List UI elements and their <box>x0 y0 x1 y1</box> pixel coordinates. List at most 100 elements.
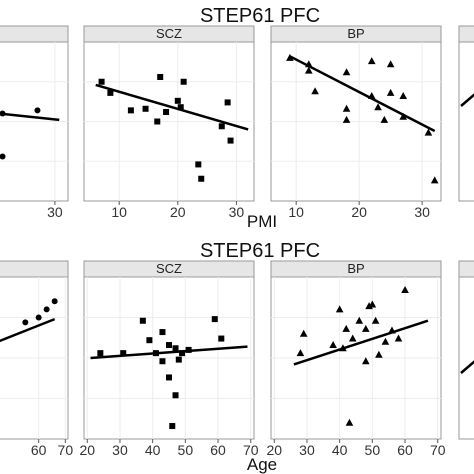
regression-line <box>0 317 56 343</box>
x-tick-label: 30 <box>112 442 128 458</box>
data-point-square <box>159 358 166 365</box>
x-tick-label: 70 <box>243 442 259 458</box>
panel-bp: BP 10 20 30 <box>270 25 442 220</box>
data-point-square <box>159 329 166 336</box>
x-tick-label: 10 <box>288 204 304 220</box>
data-point-square <box>172 345 179 352</box>
regression-line <box>460 360 474 374</box>
data-point-square <box>227 137 234 144</box>
x-tick-label: 30 <box>414 204 430 220</box>
data-point-square <box>98 78 105 85</box>
data-point-square <box>177 104 184 111</box>
data-point-triangle <box>362 324 370 332</box>
data-point-square <box>166 342 172 349</box>
data-point-triangle <box>335 305 344 313</box>
regression-line <box>293 319 429 366</box>
x-tick-label: 70 <box>430 442 446 458</box>
panel-scz: SCZ 20 30 40 50 60 70 <box>79 260 259 458</box>
panel-left: 30 <box>0 25 69 220</box>
data-point-triangle <box>399 92 408 100</box>
panel-strip <box>458 25 474 43</box>
x-tick-label: 30 <box>299 442 315 458</box>
data-point-triangle <box>296 349 305 357</box>
x-tick-label: 30 <box>229 204 245 220</box>
data-point-triangle <box>329 341 337 349</box>
data-point-square <box>166 374 172 381</box>
top-x-axis-title: PMI <box>247 212 277 231</box>
data-point-triangle <box>348 334 357 342</box>
data-point-triangle <box>374 103 382 111</box>
panel-fragment-right <box>458 260 474 440</box>
data-point-triangle <box>342 324 350 332</box>
regression-line <box>460 93 474 107</box>
data-point-square <box>146 337 153 344</box>
data-point-circle <box>34 107 41 114</box>
data-point-triangle <box>375 350 383 358</box>
x-tick-label: 60 <box>31 442 47 458</box>
data-point-triangle <box>386 88 395 96</box>
data-point-circle <box>35 314 42 321</box>
data-point-triangle <box>355 316 364 324</box>
data-point-square <box>120 350 127 357</box>
x-tick-label: 40 <box>145 442 161 458</box>
data-point-square <box>195 161 202 168</box>
bottom-panels: 20406070SCZ203040506070BP203040506070 <box>0 260 474 458</box>
x-tick-label: 60 <box>210 442 226 458</box>
data-point-triangle <box>380 115 389 123</box>
data-point-triangle <box>368 300 377 308</box>
panel-strip-label: BP <box>347 261 364 276</box>
data-point-square <box>107 89 114 96</box>
x-tick-label: 70 <box>58 442 74 458</box>
regression-line <box>289 55 436 133</box>
data-point-square <box>218 123 225 130</box>
data-point-circle <box>0 153 6 160</box>
panel-strip <box>0 25 69 43</box>
panel-bp: BP 20 30 40 50 60 70 <box>266 260 446 458</box>
data-point-square <box>163 108 170 115</box>
data-point-triangle <box>342 115 351 123</box>
x-tick-label: 30 <box>47 204 63 220</box>
data-point-triangle <box>386 60 395 68</box>
data-point-square <box>154 118 161 125</box>
data-point-circle <box>51 298 58 305</box>
panel-strip-label: BP <box>347 26 364 41</box>
x-tick-label: 20 <box>266 442 282 458</box>
data-point-square <box>198 175 205 182</box>
panel-strip-label: SCZ <box>156 26 182 41</box>
data-point-triangle <box>362 357 370 365</box>
data-point-triangle <box>339 344 347 352</box>
panel-fragment-right <box>458 25 474 202</box>
data-point-triangle <box>342 68 351 76</box>
x-tick-label: 20 <box>170 204 186 220</box>
top-figure-title: STEP61 PFC <box>200 5 320 27</box>
data-point-square <box>169 423 176 430</box>
data-point-circle <box>43 306 50 313</box>
data-point-square <box>224 99 231 106</box>
data-point-triangle <box>304 60 313 68</box>
data-point-square <box>174 97 181 104</box>
data-point-square <box>185 346 192 353</box>
panel-strip <box>458 260 474 278</box>
data-point-triangle <box>311 87 319 95</box>
data-point-square <box>127 107 134 114</box>
data-point-triangle <box>299 329 308 337</box>
x-tick-label: 50 <box>178 442 194 458</box>
data-point-circle <box>0 110 6 117</box>
data-point-square <box>218 335 225 342</box>
x-tick-label: 50 <box>365 442 381 458</box>
x-tick-label: 10 <box>111 204 127 220</box>
data-point-triangle <box>367 92 376 100</box>
regression-line <box>90 345 248 360</box>
x-tick-label: 60 <box>397 442 413 458</box>
data-point-square <box>142 105 149 112</box>
panel-strip <box>0 260 69 278</box>
data-point-triangle <box>424 128 433 136</box>
data-point-triangle <box>367 57 376 65</box>
panel-left: 20406070 <box>0 260 74 458</box>
data-point-square <box>179 350 186 357</box>
x-tick-label: 20 <box>79 442 95 458</box>
data-point-triangle <box>430 176 439 184</box>
data-point-square <box>152 350 159 357</box>
data-point-square <box>97 350 104 357</box>
bottom-x-axis-title: Age <box>247 455 277 474</box>
